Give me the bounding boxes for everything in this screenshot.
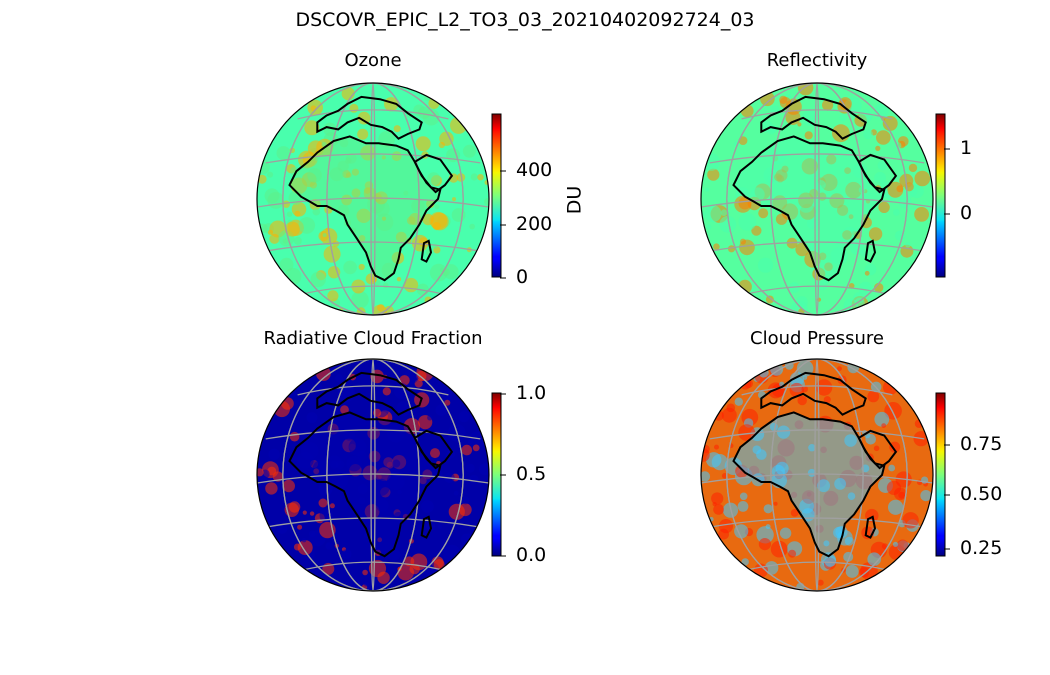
colorbar-tick: 0: [960, 202, 973, 224]
globe-cloud-fraction: [256, 358, 490, 592]
colorbar-tick: 0.25: [960, 537, 1003, 559]
colorbar-tick: 400: [516, 159, 553, 181]
colorbar: [491, 392, 502, 557]
globe-reflectivity: [700, 82, 934, 316]
panel-title-reflectivity: Reflectivity: [766, 50, 868, 71]
figure-title: DSCOVR_EPIC_L2_TO3_03_20210402092724_03: [295, 9, 755, 31]
panel-title-cloud-pressure: Cloud Pressure: [750, 328, 884, 349]
colorbar-tick: 0: [516, 266, 529, 288]
colorbar-tick: 200: [516, 213, 553, 235]
colorbar-tick: 0.5: [516, 463, 547, 485]
colorbar: [935, 392, 946, 557]
colorbar-tick: 1: [960, 137, 973, 159]
colorbar-tick: 1.0: [516, 382, 547, 404]
colorbar: [935, 113, 946, 278]
colorbar-tick: 0.50: [960, 483, 1003, 505]
colorbar-label-du: DU: [563, 185, 586, 215]
colorbar: [491, 113, 502, 278]
globe-cloud-pressure: [700, 358, 934, 592]
panel-title-cloud-fraction: Radiative Cloud Fraction: [263, 328, 483, 349]
colorbar-tick: 0.75: [960, 433, 1003, 455]
panel-title-ozone: Ozone: [344, 50, 402, 71]
colorbar-tick: 0.0: [516, 544, 547, 566]
globe-ozone: [256, 82, 490, 316]
